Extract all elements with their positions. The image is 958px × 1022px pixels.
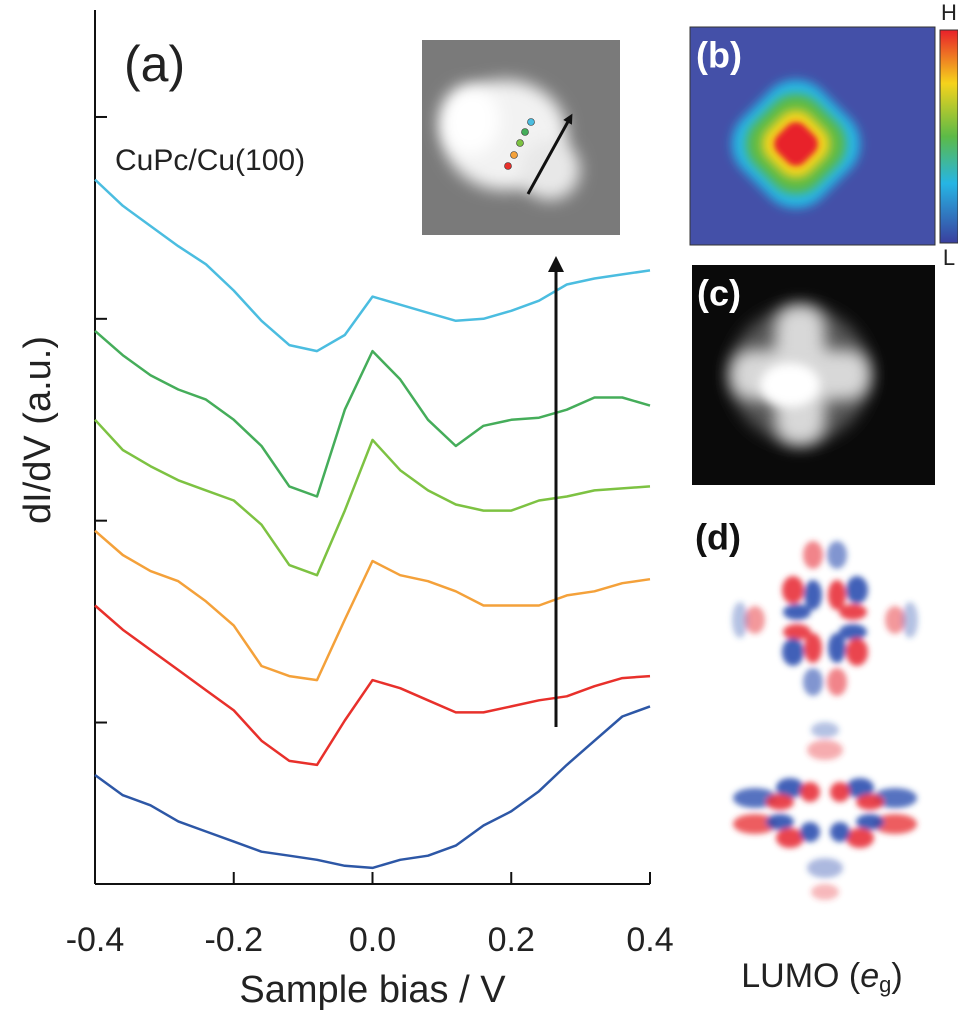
lobe xyxy=(766,794,794,810)
lobe xyxy=(804,633,822,663)
lobe xyxy=(804,580,822,610)
lobe xyxy=(856,814,884,830)
x-tick-label: 0.2 xyxy=(488,921,535,959)
x-axis-label: Sample bias / V xyxy=(239,969,506,1011)
panel-label: (a) xyxy=(124,36,185,92)
orbital-image xyxy=(732,541,918,696)
x-tick-label: -0.2 xyxy=(204,921,263,959)
lobe xyxy=(800,822,820,842)
lobe xyxy=(830,782,850,802)
inset-dot xyxy=(505,163,512,170)
lobe xyxy=(846,576,868,604)
scale-high: H xyxy=(941,0,957,25)
lobe xyxy=(803,541,823,569)
lobe xyxy=(776,828,804,848)
data-line xyxy=(95,420,650,575)
orbital-caption: LUMO (eg) xyxy=(741,957,903,997)
lobe xyxy=(766,814,794,830)
data-line xyxy=(95,706,650,868)
lobe xyxy=(807,858,843,878)
lobe xyxy=(782,638,804,666)
inset-dot xyxy=(517,140,524,147)
y-axis-label: dI/dV (a.u.) xyxy=(17,336,59,524)
color-scale xyxy=(940,30,958,243)
lobe xyxy=(828,580,846,610)
sample-label: CuPc/Cu(100) xyxy=(115,144,305,177)
lobe xyxy=(828,633,846,663)
x-tick-label: 0.0 xyxy=(349,921,396,959)
panel-label: (d) xyxy=(695,517,741,558)
lobe xyxy=(902,602,918,638)
lobe xyxy=(811,884,839,900)
lobe xyxy=(807,740,843,760)
lobe xyxy=(803,668,823,696)
lobe xyxy=(839,604,867,620)
orbital-image xyxy=(733,722,917,900)
data-line xyxy=(95,606,650,765)
x-tick-label: -0.4 xyxy=(66,921,125,959)
scale-low: L xyxy=(943,245,955,270)
lobe xyxy=(782,576,804,604)
data-line xyxy=(95,331,650,497)
panel-label: (b) xyxy=(696,35,742,76)
inset-dot xyxy=(511,152,518,159)
lobe xyxy=(827,541,847,569)
lobe xyxy=(811,722,839,738)
lobe xyxy=(830,822,850,842)
x-tick-label: 0.4 xyxy=(626,921,673,959)
data-line xyxy=(95,531,650,680)
figure: -0.4 -0.2 0.0 0.2 0.4 Sample bias / V dI/dV (a… xyxy=(0,0,958,1022)
panel-label: (c) xyxy=(697,273,741,314)
inset-dot xyxy=(528,119,535,126)
caption-suffix: ) xyxy=(891,957,902,995)
lobe xyxy=(846,828,874,848)
lobe xyxy=(800,782,820,802)
caption-prefix: LUMO ( xyxy=(741,957,861,995)
lobe xyxy=(846,638,868,666)
caption-subscript: g xyxy=(879,972,891,997)
lobe xyxy=(827,668,847,696)
caption-symbol: e xyxy=(860,957,879,995)
lobe xyxy=(732,602,748,638)
lobe xyxy=(783,604,811,620)
inset-image xyxy=(422,40,620,235)
lobe xyxy=(856,794,884,810)
inset-dot xyxy=(522,129,529,136)
stack-arrow-head xyxy=(548,256,564,272)
